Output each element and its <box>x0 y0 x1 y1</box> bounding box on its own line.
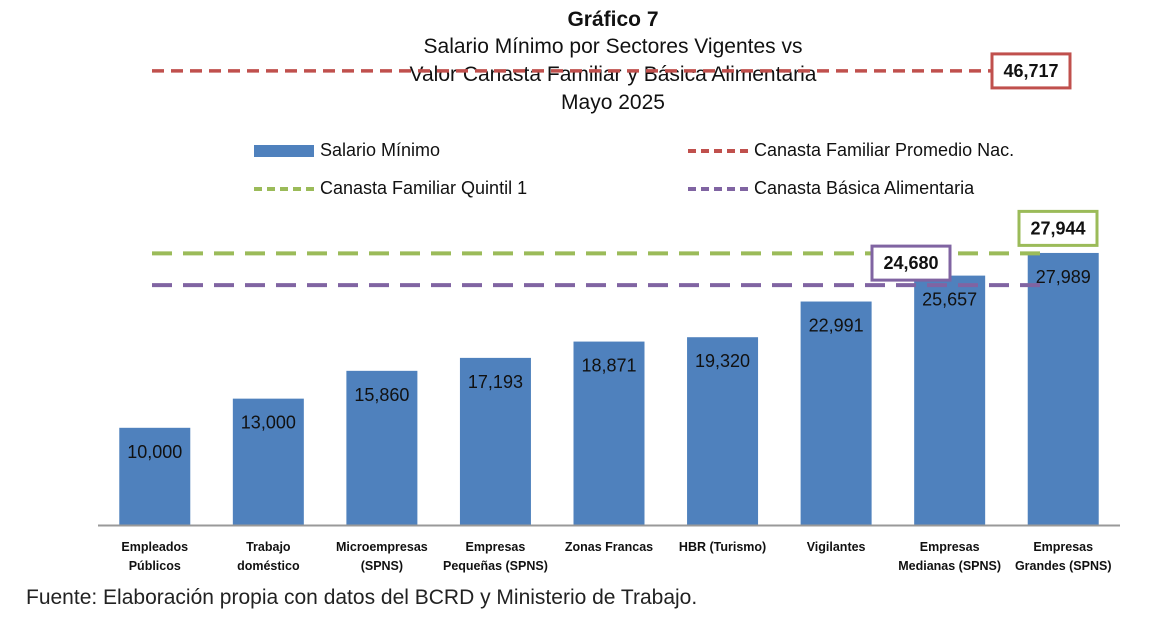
category-label: Empresas <box>920 540 980 554</box>
reference-value-label: 27,944 <box>1030 218 1085 238</box>
chart-title-line-1: Salario Mínimo por Sectores Vigentes vs <box>423 35 803 58</box>
category-label: Empresas <box>466 540 526 554</box>
category-label: (SPNS) <box>361 559 403 573</box>
bar-value-label: 18,871 <box>581 356 636 376</box>
category-label: Microempresas <box>336 540 428 554</box>
chart-title-line-2: Valor Canasta Familiar y Básica Alimenta… <box>409 63 817 86</box>
bar-value-label: 27,989 <box>1036 267 1091 287</box>
bar <box>573 341 645 525</box>
bar-value-label: 17,193 <box>468 372 523 392</box>
category-label: Medianas (SPNS) <box>898 559 1001 573</box>
bar <box>800 301 872 525</box>
reference-value-label: 46,717 <box>1003 61 1058 81</box>
reference-value-label: 24,680 <box>883 253 938 273</box>
reference-value-box <box>990 52 1072 90</box>
bar-value-label: 13,000 <box>241 413 296 433</box>
chart-title-line-3: Mayo 2025 <box>561 91 665 114</box>
reference-value-box <box>870 244 952 282</box>
category-label: Trabajo <box>246 540 291 554</box>
legend-quintil-swatch <box>254 186 314 191</box>
category-label: Vigilantes <box>807 540 866 554</box>
chart-heading: Gráfico 7 <box>567 8 659 31</box>
bar <box>459 357 531 525</box>
category-label: Públicos <box>129 559 181 573</box>
legend-salario-swatch <box>254 144 314 157</box>
source-note: Fuente: Elaboración propia con datos del… <box>26 586 698 609</box>
legend-quintil-label: Canasta Familiar Quintil 1 <box>320 178 528 198</box>
bar-value-label: 19,320 <box>695 351 750 371</box>
legend-salario-label: Salario Mínimo <box>320 140 441 160</box>
category-label: Empleados <box>121 540 188 554</box>
bar <box>346 370 418 525</box>
legend-basica-swatch <box>688 186 748 191</box>
bar <box>687 337 759 525</box>
legend-basica-label: Canasta Básica Alimentaria <box>754 178 975 198</box>
bar-value-label: 15,860 <box>354 385 409 405</box>
legend-promedio-swatch <box>688 148 748 153</box>
bar <box>1027 252 1099 526</box>
category-label: doméstico <box>237 559 300 573</box>
legend-salario: Salario Mínimo <box>254 140 440 161</box>
category-label: Zonas Francas <box>565 540 653 554</box>
bar-value-label: 22,991 <box>809 316 864 336</box>
bar-value-label: 10,000 <box>127 442 182 462</box>
bar <box>232 398 304 525</box>
legend-promedio-label: Canasta Familiar Promedio Nac. <box>754 140 1015 160</box>
category-label: Pequeñas (SPNS) <box>443 559 548 573</box>
category-label: Grandes (SPNS) <box>1015 559 1112 573</box>
bar-value-label: 25,657 <box>922 290 977 310</box>
reference-value-box <box>1017 209 1099 247</box>
chart-titles: Gráfico 7 Salario Mínimo por Sectores Vi… <box>0 6 1170 117</box>
bar <box>914 275 986 525</box>
category-label: HBR (Turismo) <box>679 540 766 554</box>
bar <box>119 427 191 525</box>
legend-promedio: Canasta Familiar Promedio Nac. <box>688 140 1014 161</box>
legend-quintil: Canasta Familiar Quintil 1 <box>254 178 527 199</box>
legend-basica: Canasta Básica Alimentaria <box>688 178 974 199</box>
category-label: Empresas <box>1033 540 1093 554</box>
